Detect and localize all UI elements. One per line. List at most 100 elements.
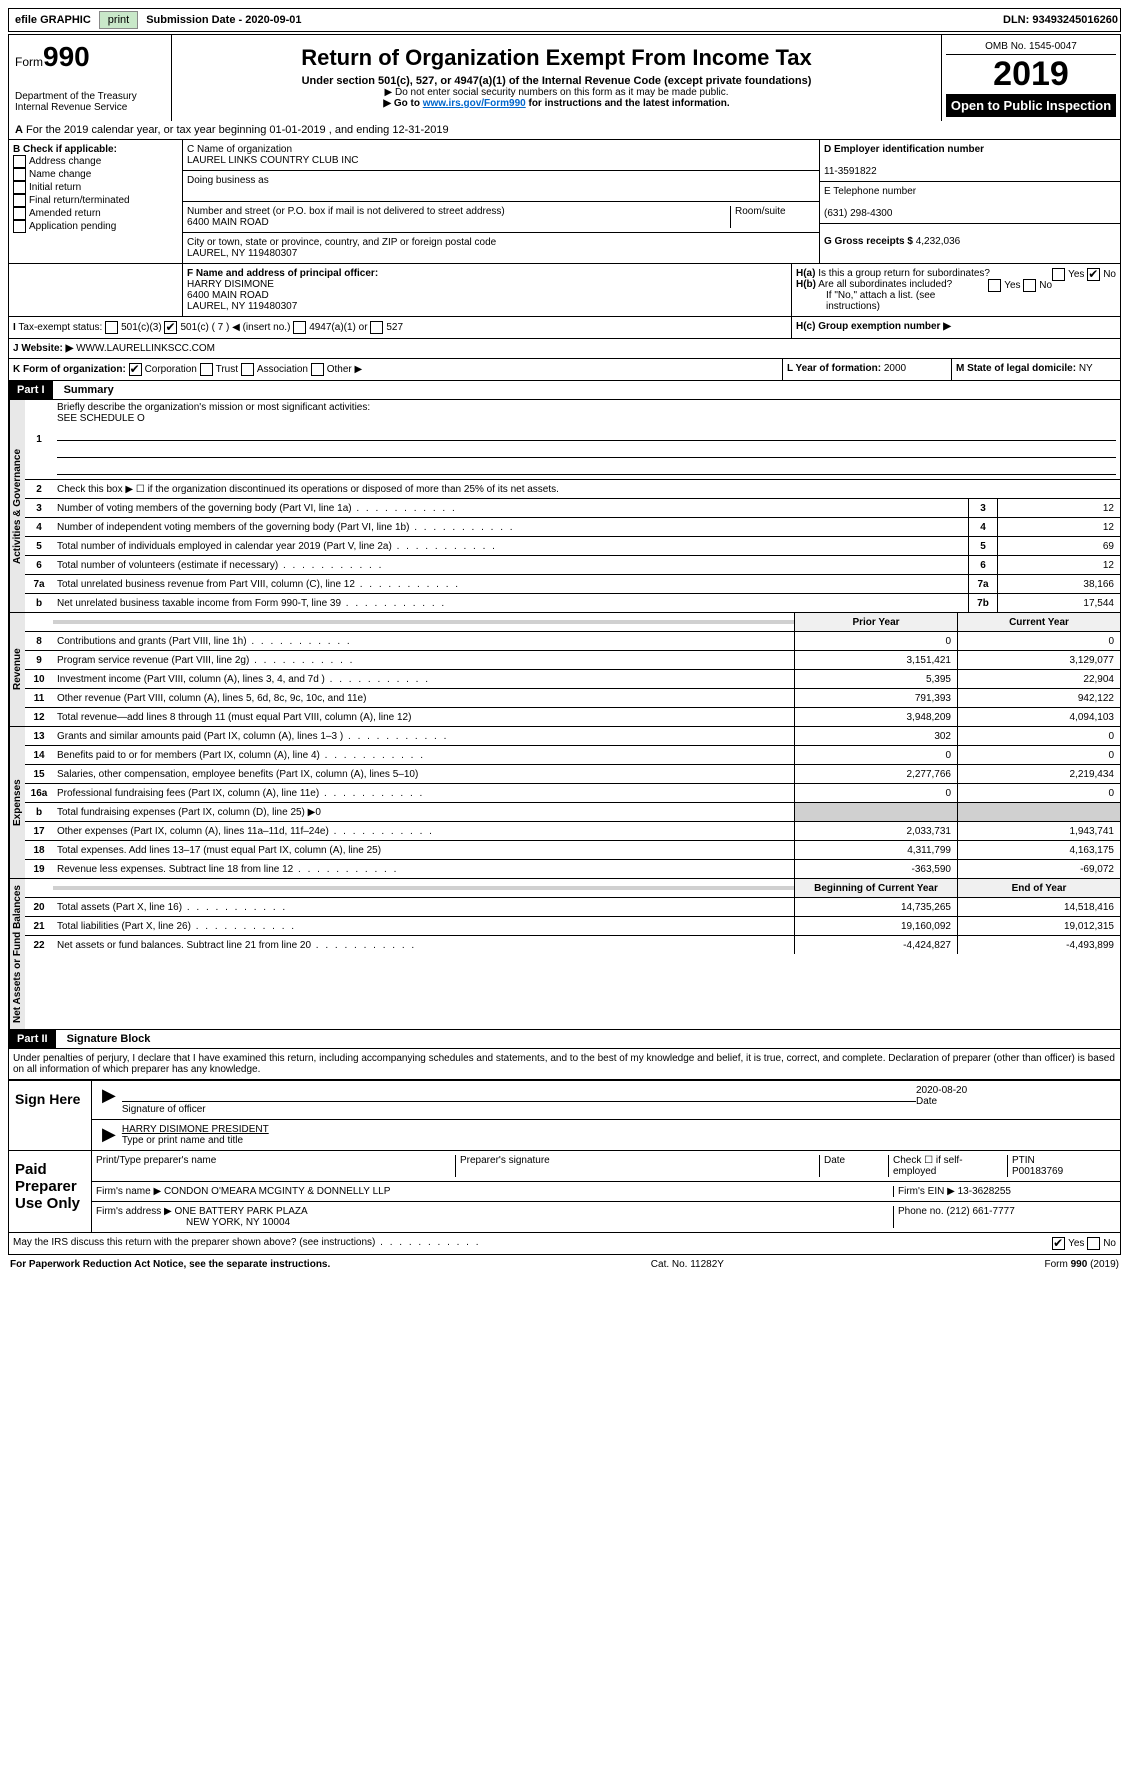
l-label: L Year of formation:	[787, 363, 884, 374]
line13: Grants and similar amounts paid (Part IX…	[53, 729, 794, 744]
gross-receipts: 4,232,036	[916, 236, 961, 247]
line8: Contributions and grants (Part VIII, lin…	[53, 634, 794, 649]
section-revenue: Revenue Prior YearCurrent Year 8Contribu…	[9, 613, 1120, 727]
line-a: A For the 2019 calendar year, or tax yea…	[9, 121, 1120, 140]
checkbox-final-return[interactable]	[13, 194, 26, 207]
cb-assoc[interactable]	[241, 363, 254, 376]
firm-city: NEW YORK, NY 10004	[96, 1217, 290, 1228]
c21: 19,012,315	[957, 917, 1120, 935]
subtitle-1: Under section 501(c), 527, or 4947(a)(1)…	[178, 75, 935, 87]
p16a: 0	[794, 784, 957, 802]
firm-addr: ONE BATTERY PARK PLAZA	[175, 1206, 308, 1217]
form-header: Form990 Department of the Treasury Inter…	[9, 35, 1120, 121]
c22: -4,493,899	[957, 936, 1120, 954]
col-c-name: C Name of organizationLAUREL LINKS COUNT…	[183, 140, 820, 263]
page-footer: For Paperwork Reduction Act Notice, see …	[8, 1255, 1121, 1274]
firm-phone: (212) 661-7777	[946, 1206, 1014, 1217]
line22: Net assets or fund balances. Subtract li…	[53, 938, 794, 953]
p22: -4,424,827	[794, 936, 957, 954]
p14: 0	[794, 746, 957, 764]
cb-corp[interactable]	[129, 363, 142, 376]
checkbox-amended[interactable]	[13, 207, 26, 220]
line19: Revenue less expenses. Subtract line 18 …	[53, 862, 794, 877]
room-label: Room/suite	[730, 206, 815, 228]
val7b: 17,544	[997, 594, 1120, 612]
p8: 0	[794, 632, 957, 650]
top-toolbar: efile GRAPHIC print Submission Date - 20…	[8, 8, 1121, 32]
p20: 14,735,265	[794, 898, 957, 916]
website-value: WWW.LAURELLINKSCC.COM	[73, 343, 215, 354]
dln-label: DLN: 93493245016260	[1003, 14, 1118, 26]
c18: 4,163,175	[957, 841, 1120, 859]
arrow-icon: ▶	[96, 1085, 122, 1115]
checkbox-pending[interactable]	[13, 220, 26, 233]
tab-revenue: Revenue	[9, 613, 25, 726]
part1-title: Summary	[56, 384, 114, 396]
perjury-declaration: Under penalties of perjury, I declare th…	[9, 1049, 1120, 1080]
print-button[interactable]: print	[99, 11, 138, 29]
cb-trust[interactable]	[200, 363, 213, 376]
hdr-prior: Prior Year	[794, 613, 957, 631]
irs-link[interactable]: www.irs.gov/Form990	[423, 98, 526, 109]
part2-badge: Part II	[9, 1030, 56, 1048]
p12: 3,948,209	[794, 708, 957, 726]
officer-name: HARRY DISIMONE	[187, 279, 274, 290]
discuss-yes[interactable]	[1052, 1237, 1065, 1250]
c20: 14,518,416	[957, 898, 1120, 916]
line14: Benefits paid to or for members (Part IX…	[53, 748, 794, 763]
paid-preparer-label: Paid Preparer Use Only	[9, 1151, 92, 1232]
hb-no[interactable]	[1023, 279, 1036, 292]
street-address: 6400 MAIN ROAD	[187, 217, 269, 228]
ein-label: D Employer identification number	[824, 144, 984, 155]
prep-sig-hdr: Preparer's signature	[456, 1155, 820, 1177]
name-title-label: Type or print name and title	[122, 1135, 243, 1146]
firm-ein-label: Firm's EIN ▶	[898, 1186, 955, 1197]
checkbox-initial-return[interactable]	[13, 181, 26, 194]
sig-date-label: Date	[916, 1096, 937, 1107]
state-domicile: NY	[1079, 363, 1093, 374]
p9: 3,151,421	[794, 651, 957, 669]
firm-name: CONDON O'MEARA MCGINTY & DONNELLY LLP	[164, 1186, 390, 1197]
p18: 4,311,799	[794, 841, 957, 859]
addr-label: Number and street (or P.O. box if mail i…	[187, 206, 505, 217]
ha-yes[interactable]	[1052, 268, 1065, 281]
cb-501c3[interactable]	[105, 321, 118, 334]
ha-no[interactable]	[1087, 268, 1100, 281]
line21: Total liabilities (Part X, line 26)	[53, 919, 794, 934]
footer-left: For Paperwork Reduction Act Notice, see …	[10, 1259, 330, 1270]
c11: 942,122	[957, 689, 1120, 707]
officer-addr: 6400 MAIN ROAD	[187, 290, 269, 301]
sig-officer-label: Signature of officer	[122, 1104, 206, 1115]
irs-label: Internal Revenue Service	[15, 102, 165, 113]
year-cell: OMB No. 1545-0047 2019 Open to Public In…	[941, 35, 1120, 121]
checkbox-address-change[interactable]	[13, 155, 26, 168]
cb-4947[interactable]	[293, 321, 306, 334]
part2-title: Signature Block	[59, 1033, 151, 1045]
line11: Other revenue (Part VIII, column (A), li…	[53, 691, 794, 706]
c-name-label: C Name of organization	[187, 144, 292, 155]
c15: 2,219,434	[957, 765, 1120, 783]
row-f-h: F Name and address of principal officer:…	[9, 264, 1120, 317]
discuss-no[interactable]	[1087, 1237, 1100, 1250]
hb-yes[interactable]	[988, 279, 1001, 292]
line7b: Net unrelated business taxable income fr…	[53, 596, 968, 611]
subtitle-3: ▶ Go to www.irs.gov/Form990 for instruct…	[178, 98, 935, 109]
line5: Total number of individuals employed in …	[53, 539, 968, 554]
section-governance: Activities & Governance 1Briefly describ…	[9, 400, 1120, 613]
p11: 791,393	[794, 689, 957, 707]
c8: 0	[957, 632, 1120, 650]
row-i-hc: I Tax-exempt status: 501(c)(3) 501(c) ( …	[9, 317, 1120, 339]
row-j: J Website: ▶ WWW.LAURELLINKSCC.COM	[9, 339, 1120, 359]
officer-typed-name: HARRY DISIMONE PRESIDENT	[122, 1124, 269, 1135]
col-b-checkboxes: B Check if applicable: Address change Na…	[9, 140, 183, 263]
prep-date-hdr: Date	[820, 1155, 889, 1177]
val6: 12	[997, 556, 1120, 574]
officer-city: LAUREL, NY 119480307	[187, 301, 297, 312]
cb-other[interactable]	[311, 363, 324, 376]
cb-527[interactable]	[370, 321, 383, 334]
part1-header: Part I Summary	[9, 381, 1120, 400]
city-label: City or town, state or province, country…	[187, 237, 496, 248]
self-emp-hdr: Check ☐ if self-employed	[889, 1155, 1008, 1177]
checkbox-name-change[interactable]	[13, 168, 26, 181]
cb-501c[interactable]	[164, 321, 177, 334]
